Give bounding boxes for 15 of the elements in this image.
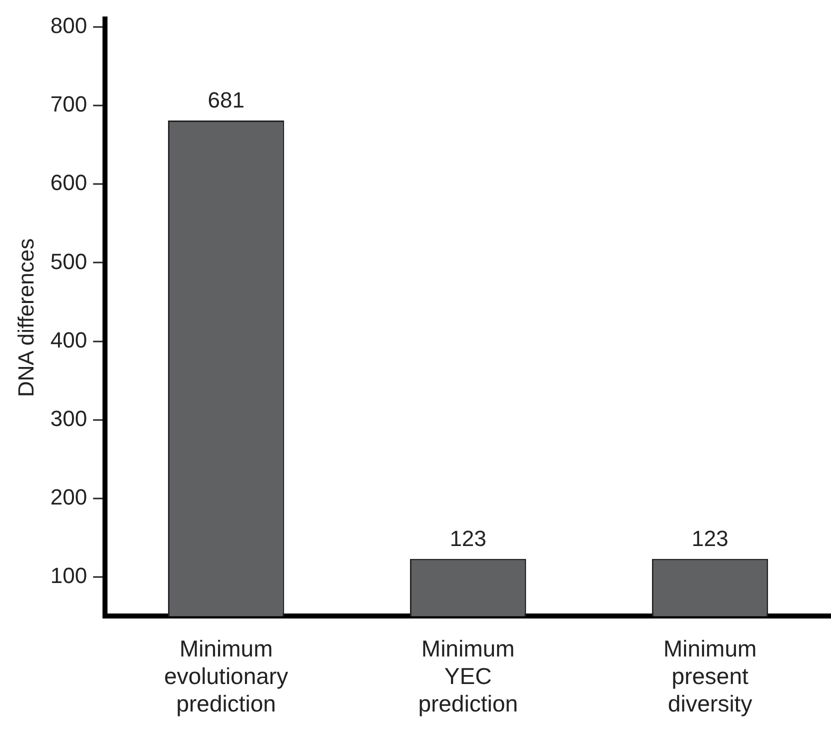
- data-label: 681: [208, 88, 244, 113]
- y-tick-label: 800: [50, 13, 88, 38]
- x-tick-label: Minimum evolutionary prediction: [164, 635, 289, 717]
- data-label: 123: [450, 526, 486, 551]
- y-axis-title: DNA differences: [13, 238, 38, 397]
- y-tick-label: 500: [50, 248, 88, 274]
- y-tick-label: 400: [50, 327, 88, 352]
- x-tick-label: Minimum present diversity: [663, 635, 757, 717]
- y-tick-label: 600: [50, 170, 88, 196]
- data-label: 123: [692, 526, 728, 551]
- y-tick-label: 700: [50, 92, 88, 117]
- x-tick-label: Minimum YEC prediction: [418, 635, 518, 717]
- y-tick-label: 100: [50, 562, 88, 588]
- y-tick-label: 300: [50, 406, 88, 431]
- y-tick-label: 200: [50, 484, 88, 510]
